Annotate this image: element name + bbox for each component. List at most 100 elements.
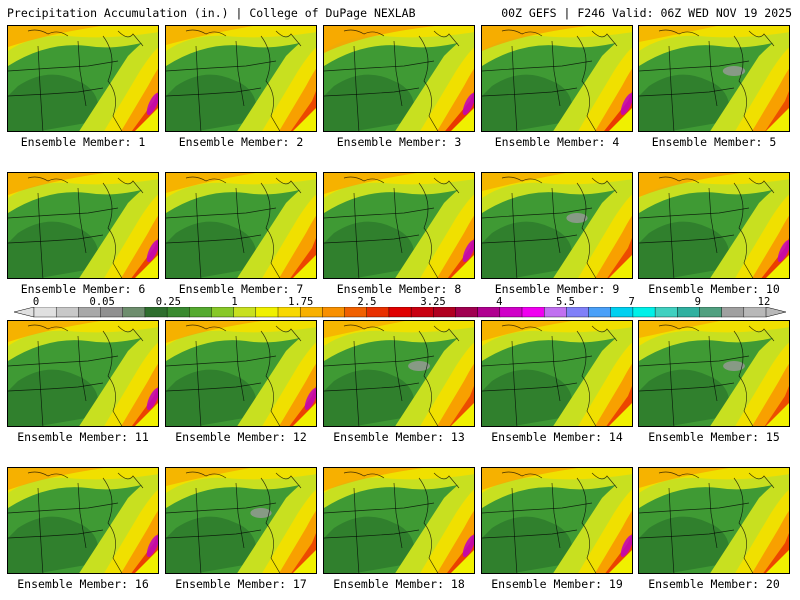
precip-map-10 xyxy=(639,173,789,278)
precip-map-12 xyxy=(166,321,316,426)
ensemble-member-map xyxy=(481,467,633,574)
colorbar-tick-label: 0 xyxy=(32,296,40,308)
ensemble-member-label: Ensemble Member: 12 xyxy=(175,430,307,444)
ensemble-member-label: Ensemble Member: 14 xyxy=(491,430,623,444)
colorbar-swatch xyxy=(677,307,700,318)
colorbar-swatch xyxy=(721,307,745,318)
ensemble-member-label: Ensemble Member: 5 xyxy=(651,135,777,149)
precip-map-19 xyxy=(482,468,632,573)
ensemble-member-label: Ensemble Member: 20 xyxy=(648,577,780,591)
ensemble-member-label: Ensemble Member: 18 xyxy=(333,577,465,591)
colorbar-scale xyxy=(13,307,787,318)
ensemble-member-map xyxy=(323,320,475,427)
ensemble-member-map xyxy=(481,25,633,132)
precip-map-11 xyxy=(8,321,158,426)
colorbar-swatch xyxy=(344,307,368,318)
colorbar-legend: 0 0.05 0.25 1 1.75 2.5 3.25 4 5.5 7 9 12 xyxy=(0,296,800,320)
colorbar-swatch xyxy=(255,307,279,318)
colorbar-swatch xyxy=(211,307,235,318)
colorbar-swatch xyxy=(144,307,168,318)
colorbar-swatch xyxy=(299,307,323,318)
colorbar-swatch xyxy=(100,307,124,318)
precip-map-9 xyxy=(482,173,632,278)
colorbar-swatch xyxy=(654,307,678,318)
colorbar-swatch xyxy=(277,307,301,318)
ensemble-member-label: Ensemble Member: 1 xyxy=(20,135,146,149)
ensemble-member-label: Ensemble Member: 3 xyxy=(336,135,462,149)
model-run-info: 00Z GEFS | F246 Valid: 06Z WED NOV 19 20… xyxy=(501,6,792,20)
precip-map-17 xyxy=(166,468,316,573)
colorbar-swatch xyxy=(322,307,346,318)
colorbar-swatch xyxy=(433,307,456,318)
ensemble-member-map xyxy=(481,172,633,279)
ensemble-member-map xyxy=(165,467,317,574)
ensemble-member-label: Ensemble Member: 16 xyxy=(17,577,149,591)
colorbar-tick-label: 3.25 xyxy=(420,296,446,308)
ensemble-member-map xyxy=(638,172,790,279)
precip-map-5 xyxy=(639,26,789,131)
colorbar-swatch xyxy=(632,307,656,318)
colorbar-arrow-left xyxy=(13,307,35,318)
colorbar-swatch xyxy=(521,307,545,318)
ensemble-member-label: Ensemble Member: 10 xyxy=(648,282,780,296)
ensemble-member-map xyxy=(7,172,159,279)
colorbar-tick-label: 0.25 xyxy=(155,296,182,308)
colorbar-swatch xyxy=(388,307,412,318)
ensemble-member-map xyxy=(638,467,790,574)
colorbar-swatch xyxy=(78,307,102,318)
colorbar-tick-label: 1 xyxy=(231,296,238,308)
ensemble-member-map xyxy=(7,467,159,574)
colorbar-swatch xyxy=(410,307,434,318)
colorbar-tick-label: 12 xyxy=(757,296,771,308)
colorbar-swatch xyxy=(33,307,57,318)
colorbar-swatch xyxy=(610,307,634,318)
precip-map-2 xyxy=(166,26,316,131)
ensemble-member-map xyxy=(323,172,475,279)
ensemble-member-map xyxy=(165,25,317,132)
precip-map-13 xyxy=(324,321,474,426)
colorbar-tick-label: 0.05 xyxy=(89,296,115,308)
ensemble-member-label: Ensemble Member: 4 xyxy=(494,135,620,149)
colorbar-swatch xyxy=(233,307,257,318)
precip-map-15 xyxy=(639,321,789,426)
ensemble-member-label: Ensemble Member: 2 xyxy=(178,135,304,149)
precip-map-20 xyxy=(639,468,789,573)
ensemble-member-label: Ensemble Member: 17 xyxy=(175,577,307,591)
ensemble-member-label: Ensemble Member: 8 xyxy=(336,282,462,296)
colorbar-swatch xyxy=(166,307,190,318)
colorbar-tick-label: 2.5 xyxy=(357,296,377,308)
colorbar-swatch xyxy=(55,307,79,318)
colorbar-arrow-right xyxy=(765,307,787,318)
map-title: Precipitation Accumulation (in.) | Colle… xyxy=(7,6,416,20)
colorbar-swatch xyxy=(455,307,479,318)
ensemble-member-label: Ensemble Member: 11 xyxy=(17,430,149,444)
ensemble-member-map xyxy=(481,320,633,427)
colorbar-swatch xyxy=(743,307,767,318)
ensemble-member-map xyxy=(638,320,790,427)
colorbar-swatch xyxy=(699,307,723,318)
precip-map-14 xyxy=(482,321,632,426)
ensemble-member-map xyxy=(7,25,159,132)
colorbar-tick-label: 4 xyxy=(496,296,503,308)
precip-map-7 xyxy=(166,173,316,278)
colorbar-swatch xyxy=(366,307,390,318)
precip-map-16 xyxy=(8,468,158,573)
ensemble-member-label: Ensemble Member: 7 xyxy=(178,282,304,296)
colorbar-swatch xyxy=(477,307,501,318)
ensemble-member-map xyxy=(7,320,159,427)
ensemble-member-label: Ensemble Member: 19 xyxy=(491,577,623,591)
ensemble-member-label: Ensemble Member: 9 xyxy=(494,282,620,296)
colorbar-swatch xyxy=(566,307,590,318)
ensemble-member-label: Ensemble Member: 6 xyxy=(20,282,146,296)
ensemble-member-label: Ensemble Member: 15 xyxy=(648,430,780,444)
colorbar-swatch xyxy=(588,307,612,318)
colorbar-swatch xyxy=(189,307,212,318)
ensemble-member-map xyxy=(323,467,475,574)
colorbar-swatch xyxy=(122,307,146,318)
colorbar-tick-label: 5.5 xyxy=(555,296,575,308)
precip-map-6 xyxy=(8,173,158,278)
colorbar-tick-label: 9 xyxy=(694,296,701,308)
colorbar-tick-label: 1.75 xyxy=(288,296,314,308)
precip-map-3 xyxy=(324,26,474,131)
precip-map-18 xyxy=(324,468,474,573)
